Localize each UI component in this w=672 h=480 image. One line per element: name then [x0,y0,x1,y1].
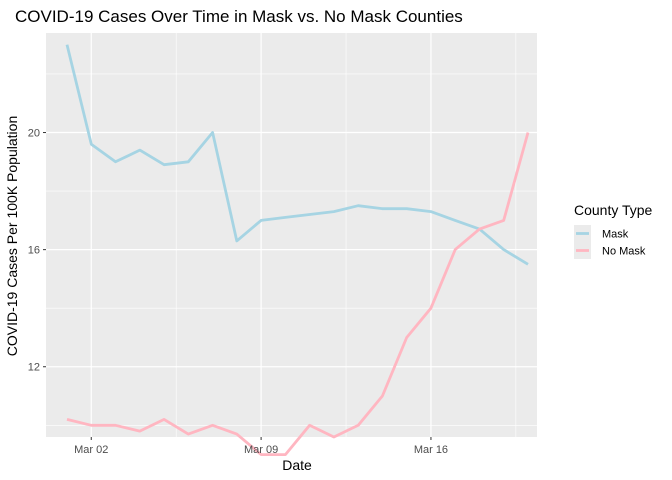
series-line-no-mask [66,132,530,457]
chart-title: COVID-19 Cases Over Time in Mask vs. No … [15,7,463,26]
y-tick-label: 20 [28,128,40,140]
x-tick-label: Mar 09 [244,444,278,456]
legend: County Type Mask No Mask [574,202,653,259]
grid-minor [46,33,537,437]
legend-title: County Type [574,202,653,218]
x-tick-label: Mar 02 [74,444,108,456]
legend-label-no-mask: No Mask [602,246,646,258]
x-axis-title: Date [282,457,312,473]
y-tick-label: 16 [28,245,40,257]
y-axis-title: COVID-19 Cases Per 100K Population [4,116,20,356]
x-tick-label: Mar 16 [414,444,448,456]
series-lines [65,44,530,457]
plot-panel [46,33,537,437]
y-tick-label: 12 [28,362,40,374]
series-line-mask [65,44,529,266]
y-axis: 12 16 20 [28,128,46,374]
legend-label-mask: Mask [602,229,629,241]
x-axis: Mar 02 Mar 09 Mar 16 [74,437,448,456]
